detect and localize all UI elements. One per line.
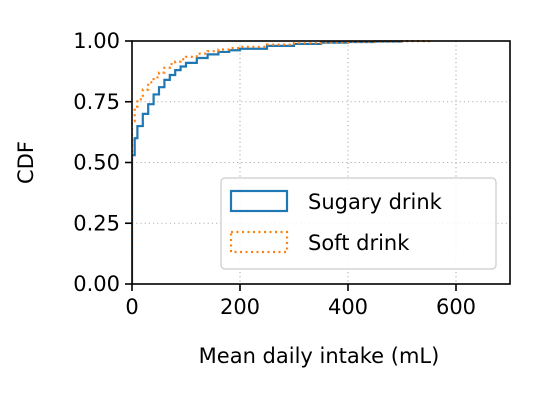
y-axis-label: CDF (14, 141, 38, 184)
x-tick-label: 600 (436, 295, 476, 319)
legend-label: Soft drink (308, 231, 410, 255)
series-lines (132, 40, 431, 284)
tick-marks: 0 200 400 600 0.00 0.25 0.50 0.75 1.00 (73, 29, 476, 319)
legend-swatch (229, 189, 289, 213)
axis-labels: Mean daily intake (mL) CDF (14, 141, 439, 368)
x-tick-label: 400 (328, 295, 368, 319)
legend-swatch (229, 230, 289, 254)
y-tick-label: 0.00 (73, 272, 120, 296)
series-line-sugary-drink (132, 40, 404, 284)
legend: Sugary drink Soft drink (220, 177, 497, 270)
y-tick-label: 1.00 (73, 29, 120, 53)
x-tick-label: 0 (125, 295, 138, 319)
x-tick-label: 200 (220, 295, 260, 319)
y-tick-label: 0.25 (73, 211, 120, 235)
series-line-soft-drink (132, 40, 431, 284)
y-tick-label: 0.50 (73, 151, 120, 175)
legend-box (220, 177, 497, 270)
x-axis-label: Mean daily intake (mL) (199, 344, 440, 368)
legend-label: Sugary drink (308, 190, 443, 214)
y-tick-label: 0.75 (73, 90, 120, 114)
